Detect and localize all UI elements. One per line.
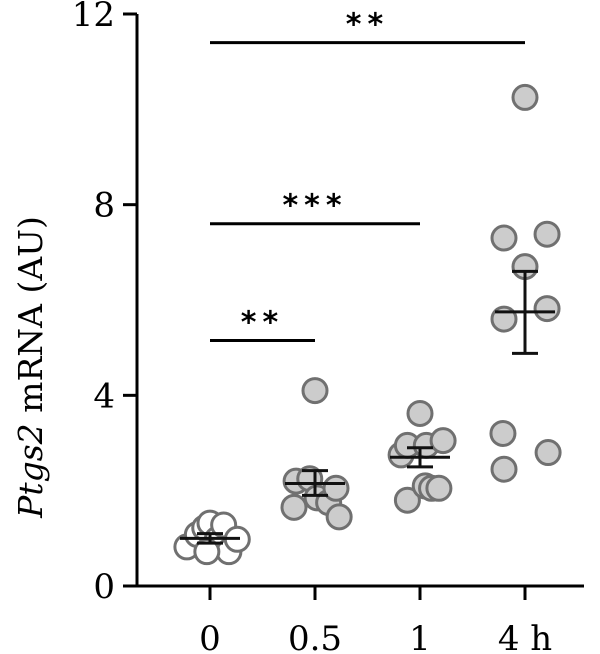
data-point (534, 439, 562, 467)
y-tick-label: 8 (93, 186, 115, 226)
y-tick-label: 0 (93, 567, 115, 607)
error-bars (180, 269, 555, 545)
significance-label: ** (346, 8, 389, 43)
data-point (489, 419, 517, 447)
significance-bars: ******* (210, 8, 525, 343)
significance-label: *** (282, 189, 347, 224)
data-point (393, 486, 421, 514)
y-axis-label-unit: mRNA (AU) (11, 216, 50, 423)
x-tick-label: 4 h (498, 619, 552, 654)
data-point (490, 224, 518, 252)
data-point (511, 83, 539, 111)
data-point (533, 295, 561, 323)
y-ticks: 0 4 8 12 (72, 0, 137, 607)
y-tick-label: 4 (93, 376, 115, 416)
x-ticks: 0 0.5 1 4 h (199, 586, 552, 654)
data-point (533, 220, 561, 248)
data-point (280, 493, 308, 521)
data-point (301, 377, 329, 405)
x-tick-label: 1 (409, 619, 431, 654)
y-tick-label: 12 (72, 0, 115, 35)
x-tick-label: 0.5 (288, 619, 342, 654)
significance-label: ** (241, 306, 284, 341)
y-axis-label-gene: Ptgs2 (11, 423, 50, 519)
x-tick-label: 0 (199, 619, 221, 654)
data-point (490, 455, 518, 483)
y-axis-label: Ptgs2 mRNA (AU) (11, 216, 50, 519)
data-point (406, 399, 434, 427)
data-point (325, 503, 353, 531)
data-point (429, 427, 457, 455)
data-point (425, 474, 453, 502)
data-points (173, 83, 562, 566)
